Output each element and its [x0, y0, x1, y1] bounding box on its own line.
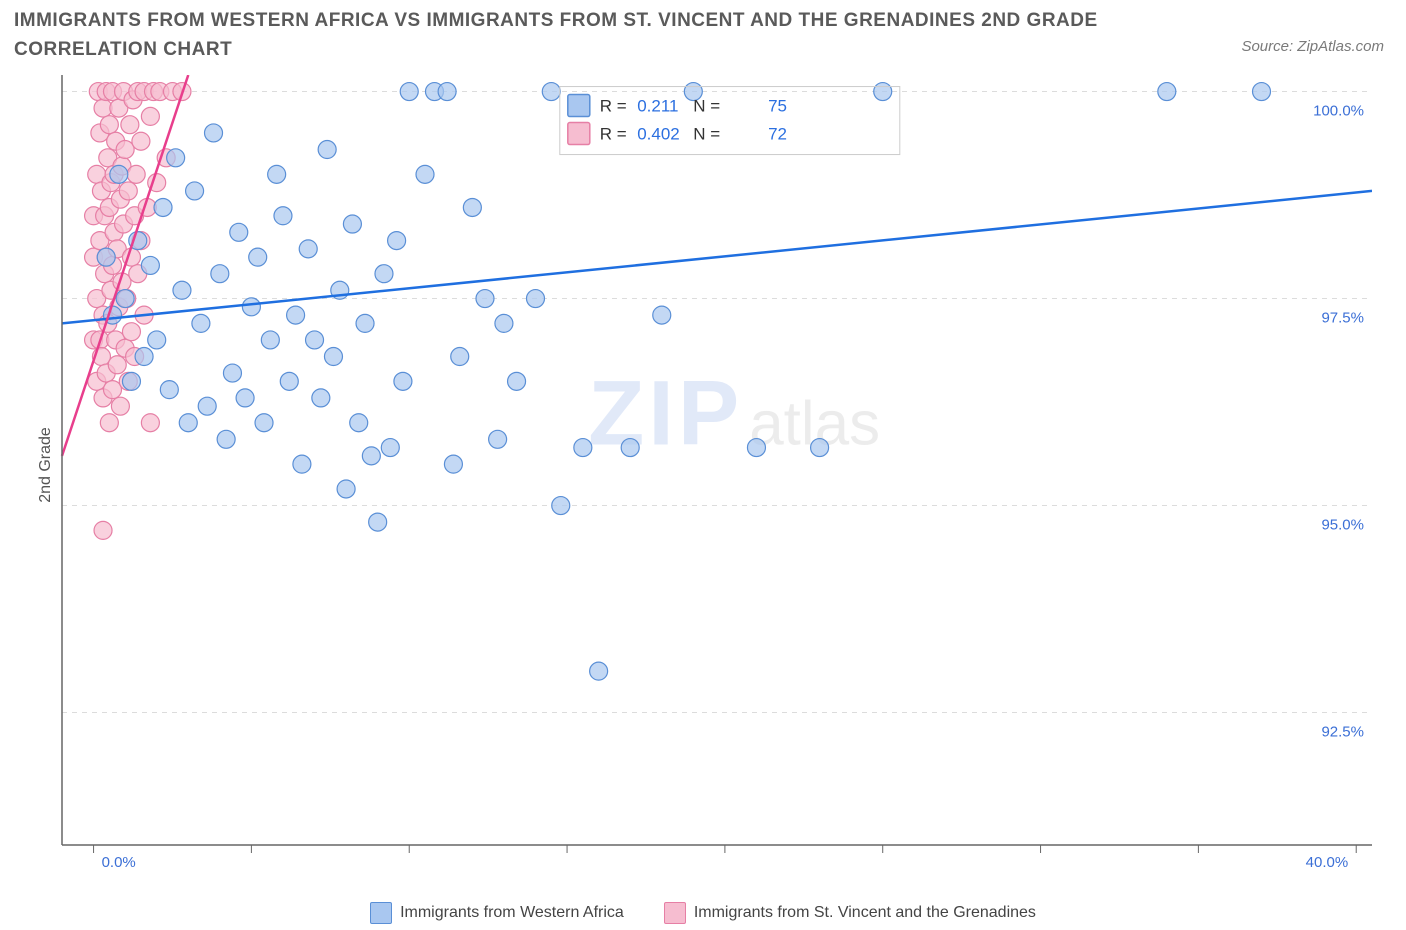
svg-text:0.211: 0.211 — [637, 97, 678, 116]
bottom-legend: Immigrants from Western Africa Immigrant… — [0, 902, 1406, 924]
scatter-plot: 92.5%95.0%97.5%100.0%0.0%40.0%ZIPatlasR … — [42, 75, 1372, 870]
chart-title: IMMIGRANTS FROM WESTERN AFRICA VS IMMIGR… — [14, 6, 1226, 65]
svg-text:92.5%: 92.5% — [1321, 724, 1364, 741]
legend-item-series-b: Immigrants from St. Vincent and the Gren… — [664, 902, 1036, 924]
source-label: Source: ZipAtlas.com — [1241, 38, 1384, 55]
svg-text:N =: N = — [693, 125, 720, 144]
svg-text:0.402: 0.402 — [637, 125, 680, 144]
chart-container: IMMIGRANTS FROM WESTERN AFRICA VS IMMIGR… — [0, 0, 1406, 930]
svg-text:100.0%: 100.0% — [1313, 103, 1364, 120]
svg-text:N =: N = — [693, 97, 720, 116]
svg-text:R =: R = — [600, 125, 627, 144]
svg-text:ZIP: ZIP — [588, 363, 743, 465]
svg-text:0.0%: 0.0% — [102, 854, 136, 870]
svg-text:72: 72 — [768, 125, 787, 144]
legend-swatch-b — [664, 902, 686, 924]
legend-label-b: Immigrants from St. Vincent and the Gren… — [694, 904, 1036, 922]
legend-swatch-a — [370, 902, 392, 924]
legend-label-a: Immigrants from Western Africa — [400, 904, 624, 922]
svg-text:95.0%: 95.0% — [1321, 517, 1364, 534]
svg-text:97.5%: 97.5% — [1321, 310, 1364, 327]
legend-item-series-a: Immigrants from Western Africa — [370, 902, 624, 924]
svg-text:R =: R = — [600, 97, 627, 116]
svg-text:40.0%: 40.0% — [1306, 854, 1349, 870]
chart-area: 92.5%95.0%97.5%100.0%0.0%40.0%ZIPatlasR … — [42, 75, 1372, 870]
svg-text:75: 75 — [768, 97, 787, 116]
